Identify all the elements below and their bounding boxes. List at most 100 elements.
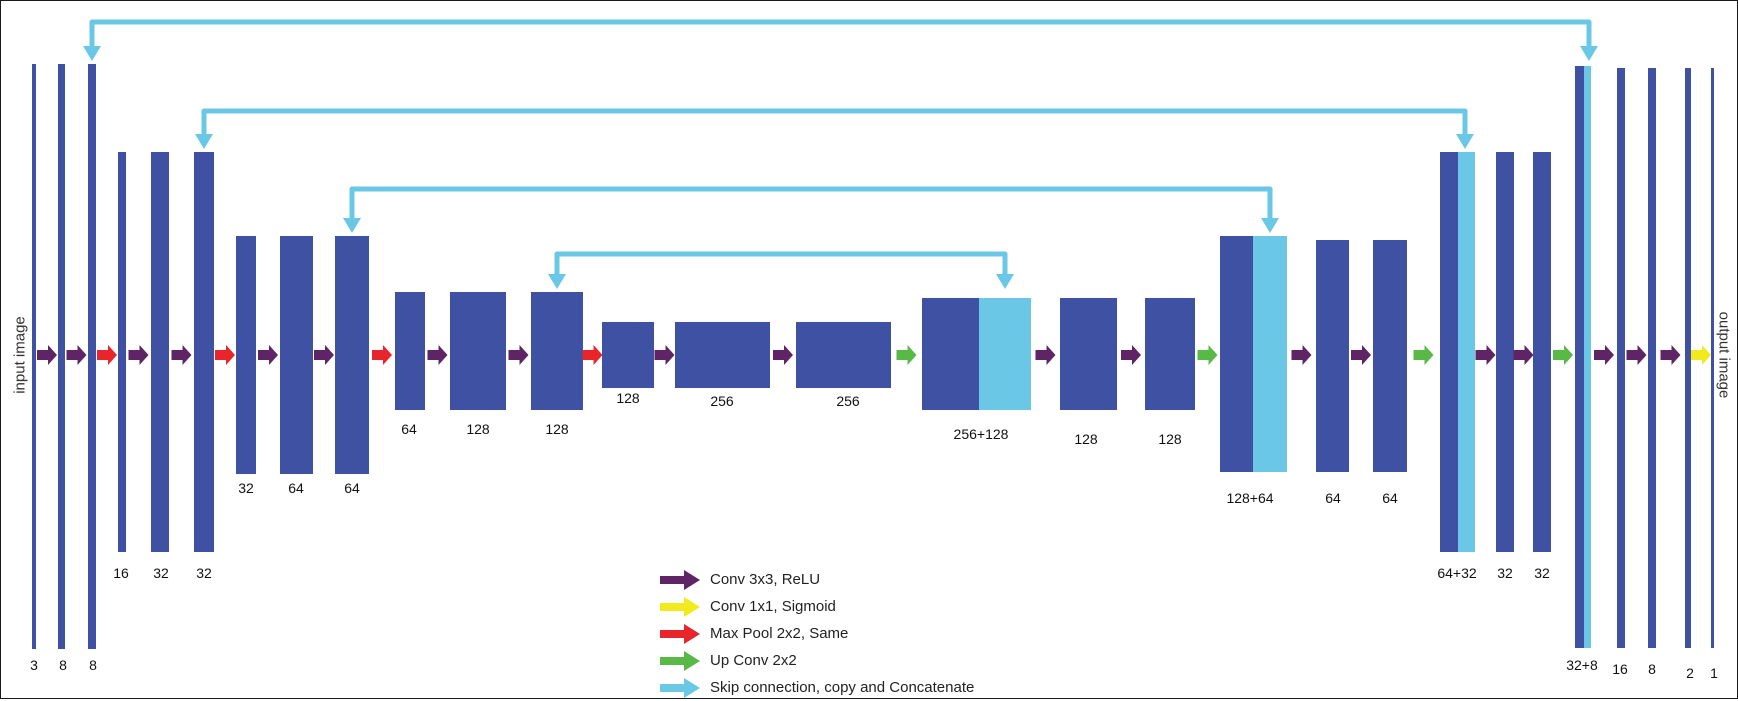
channel-label: 64	[401, 421, 417, 437]
channel-labels: 3 8 8 16 32 32 32 64 64 64 128 128 128 256 256 256+128 1…	[30, 390, 1718, 681]
skip-arrowhead	[1456, 134, 1474, 149]
feature-map-block	[236, 236, 256, 474]
feature-map-block	[1617, 68, 1625, 648]
channel-label: 1	[1710, 665, 1718, 681]
conv-relu-arrow	[1351, 345, 1371, 365]
conv-relu-arrow	[1475, 345, 1496, 365]
feature-map-block	[1373, 240, 1407, 472]
feature-map-block	[194, 152, 214, 552]
up-conv-arrow	[1413, 345, 1434, 365]
skip-arrow-icon	[660, 677, 700, 698]
up-conv-arrow	[896, 345, 917, 365]
legend-item-max-pool: Max Pool 2x2, Same	[660, 620, 974, 647]
conv-relu-arrow	[171, 345, 192, 365]
channel-label: 32	[196, 565, 212, 581]
feature-map-block	[118, 152, 126, 552]
legend-label: Up Conv 2x2	[710, 652, 797, 669]
feature-map-block	[675, 322, 770, 388]
legend-label: Conv 1x1, Sigmoid	[710, 598, 836, 615]
legend-label: Max Pool 2x2, Same	[710, 625, 849, 642]
conv-relu-arrow	[1035, 345, 1056, 365]
conv-relu-arrow-icon	[660, 569, 700, 590]
conv-relu-arrow	[1121, 345, 1141, 365]
channel-label: 256	[836, 393, 860, 409]
max-pool-arrow-icon	[660, 623, 700, 644]
feature-map-block	[1685, 68, 1691, 648]
conv-relu-arrow	[128, 345, 149, 365]
channel-label: 128	[1074, 431, 1098, 447]
feature-map-block	[1533, 152, 1551, 552]
feature-map-block	[335, 236, 369, 474]
channel-label: 16	[1612, 661, 1628, 677]
feature-map-block	[1220, 236, 1253, 472]
channel-label: 128	[545, 421, 569, 437]
conv-relu-arrow	[314, 345, 334, 365]
skip-arrowhead	[195, 134, 213, 149]
feature-map-block	[32, 64, 36, 649]
operation-arrows	[37, 345, 1711, 365]
channel-label: 64	[1325, 490, 1341, 506]
skip-connection-line	[554, 251, 1008, 276]
channel-label: 16	[113, 565, 129, 581]
conv-relu-arrow	[654, 345, 675, 365]
up-conv-arrow-icon	[660, 650, 700, 671]
channel-label: 32	[1497, 565, 1513, 581]
channel-label: 8	[1648, 661, 1656, 677]
feature-map-block	[88, 64, 96, 649]
conv-relu-arrow	[258, 345, 278, 365]
up-conv-arrow	[1197, 345, 1218, 365]
legend-label: Skip connection, copy and Concatenate	[710, 679, 975, 696]
skip-connections	[83, 19, 1598, 289]
concatenated-block	[1458, 152, 1475, 552]
feature-map-block	[58, 64, 65, 649]
skip-arrowhead	[548, 274, 566, 289]
channel-label: 32+8	[1566, 657, 1598, 673]
feature-map-block	[1496, 152, 1514, 552]
legend-item-conv-relu: Conv 3x3, ReLU	[660, 566, 974, 593]
skip-arrowhead	[1580, 46, 1598, 61]
feature-map-block	[1711, 68, 1714, 648]
feature-map-block	[395, 292, 425, 410]
concatenated-block	[979, 298, 1031, 410]
conv-relu-arrow	[37, 345, 57, 365]
channel-label: 128	[466, 421, 490, 437]
feature-map-block	[1575, 66, 1584, 648]
channel-label: 2	[1686, 665, 1694, 681]
conv-relu-arrow	[508, 345, 529, 365]
channel-label: 64+32	[1437, 565, 1477, 581]
skip-arrowhead	[83, 46, 101, 61]
conv-relu-arrow	[427, 345, 448, 365]
feature-map-block	[1648, 68, 1656, 648]
skip-connection-line	[201, 108, 1468, 136]
feature-maps	[32, 64, 1714, 649]
skip-arrowhead	[1261, 218, 1279, 233]
legend: Conv 3x3, ReLU Conv 1x1, Sigmoid Max Poo…	[660, 566, 974, 701]
channel-label: 256	[710, 393, 734, 409]
skip-connection-line	[349, 186, 1273, 220]
skip-arrowhead	[996, 274, 1014, 289]
feature-map-block	[1316, 240, 1349, 472]
skip-arrowhead	[343, 218, 361, 233]
channel-label: 128	[1158, 431, 1182, 447]
channel-label: 32	[1534, 565, 1550, 581]
channel-label: 256+128	[954, 426, 1009, 442]
conv-relu-arrow	[1291, 345, 1312, 365]
conv-relu-arrow	[1513, 345, 1534, 365]
channel-label: 64	[288, 480, 304, 496]
legend-item-skip: Skip connection, copy and Concatenate	[660, 674, 974, 701]
channel-label: 128+64	[1226, 490, 1273, 506]
feature-map-block	[531, 292, 583, 410]
feature-map-block	[602, 322, 654, 388]
conv-relu-arrow	[66, 345, 87, 365]
channel-label: 3	[30, 657, 38, 673]
max-pool-arrow	[582, 345, 603, 365]
legend-item-up-conv: Up Conv 2x2	[660, 647, 974, 674]
output-image-label: output image	[1715, 311, 1733, 399]
channel-label: 8	[89, 657, 97, 673]
feature-map-block	[796, 322, 891, 388]
feature-map-block	[151, 152, 169, 552]
conv-relu-arrow	[1626, 345, 1647, 365]
feature-map-block	[1440, 152, 1458, 552]
channel-label: 128	[616, 390, 640, 406]
